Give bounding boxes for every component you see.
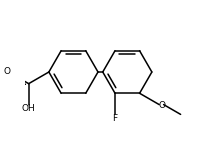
Text: O: O: [3, 67, 10, 75]
Text: O: O: [158, 101, 165, 110]
Text: F: F: [112, 114, 118, 123]
Text: OH: OH: [22, 105, 35, 113]
